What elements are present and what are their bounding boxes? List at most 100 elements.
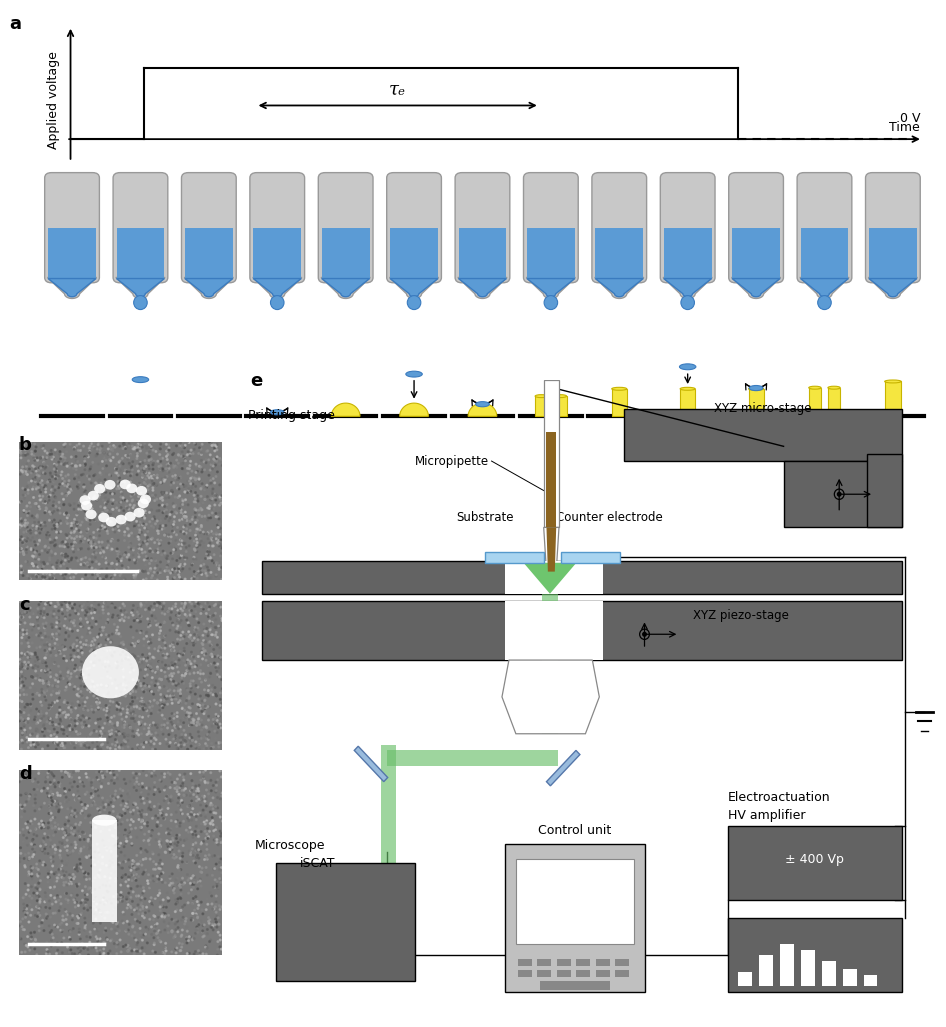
Point — [239, 410, 254, 426]
Point — [652, 115, 667, 131]
Point — [299, 173, 314, 189]
Point — [388, 261, 403, 277]
Point — [198, 56, 213, 73]
Polygon shape — [595, 278, 643, 297]
Point — [454, 372, 469, 388]
Point — [238, 56, 254, 73]
Polygon shape — [48, 278, 96, 297]
Point — [563, 413, 578, 429]
Point — [854, 255, 869, 271]
Point — [455, 65, 470, 81]
Point — [425, 4, 440, 21]
Point — [655, 599, 670, 615]
Point — [541, 458, 556, 474]
Point — [776, 301, 791, 317]
Point — [182, 149, 197, 165]
Point — [569, 148, 585, 164]
Point — [452, 604, 467, 620]
Point — [189, 472, 204, 489]
Point — [340, 137, 355, 153]
Point — [598, 471, 613, 488]
Point — [925, 405, 940, 421]
Point — [273, 313, 289, 330]
Point — [394, 500, 409, 517]
Point — [683, 200, 698, 217]
Point — [933, 167, 946, 184]
Point — [184, 254, 199, 270]
Point — [383, 378, 398, 394]
Point — [660, 167, 675, 184]
Point — [363, 439, 378, 455]
Bar — [184, 228, 233, 278]
Point — [150, 622, 166, 639]
Point — [515, 601, 530, 617]
Point — [937, 281, 946, 298]
Point — [823, 203, 838, 220]
Point — [386, 75, 401, 91]
Point — [502, 160, 517, 177]
Point — [723, 400, 738, 416]
Polygon shape — [595, 277, 644, 299]
Bar — [537, 958, 552, 966]
Point — [915, 94, 930, 111]
Point — [809, 430, 824, 447]
Point — [197, 263, 212, 279]
Point — [169, 507, 184, 524]
Point — [758, 501, 773, 518]
Point — [906, 470, 921, 487]
Point — [612, 351, 627, 368]
Point — [771, 271, 786, 288]
Point — [853, 387, 868, 404]
Point — [729, 687, 745, 703]
Point — [133, 228, 149, 244]
Point — [204, 554, 219, 570]
Text: Control unit: Control unit — [538, 824, 612, 837]
Point — [219, 254, 234, 270]
Point — [492, 0, 507, 12]
Point — [224, 225, 239, 241]
Point — [606, 587, 622, 604]
Point — [856, 452, 871, 468]
Point — [884, 168, 899, 185]
Point — [925, 839, 940, 855]
Point — [635, 502, 650, 519]
Point — [239, 465, 254, 482]
Ellipse shape — [271, 410, 284, 415]
Point — [570, 322, 586, 339]
Point — [537, 491, 552, 507]
Point — [659, 208, 674, 225]
Ellipse shape — [88, 491, 99, 500]
Point — [745, 255, 761, 271]
Point — [341, 439, 356, 455]
Point — [453, 88, 468, 105]
Point — [570, 544, 586, 561]
Point — [449, 371, 464, 387]
Point — [448, 502, 464, 519]
Point — [700, 306, 715, 322]
Point — [398, 649, 413, 665]
Point — [641, 381, 657, 397]
Point — [840, 618, 855, 635]
Point — [477, 259, 492, 275]
Point — [581, 441, 596, 457]
Point — [191, 108, 206, 124]
Point — [574, 104, 589, 120]
Point — [148, 525, 163, 541]
Point — [919, 0, 934, 12]
Point — [829, 641, 844, 657]
Point — [498, 629, 513, 645]
Point — [376, 90, 391, 107]
Polygon shape — [663, 277, 712, 299]
Point — [403, 311, 418, 328]
Point — [758, 500, 773, 517]
Point — [682, 215, 697, 231]
Ellipse shape — [828, 386, 840, 389]
Point — [762, 692, 777, 709]
Point — [198, 358, 213, 375]
Point — [312, 316, 327, 333]
Polygon shape — [869, 278, 917, 297]
Point — [472, 71, 487, 87]
Point — [506, 488, 521, 504]
FancyBboxPatch shape — [797, 173, 851, 282]
Point — [132, 327, 148, 343]
